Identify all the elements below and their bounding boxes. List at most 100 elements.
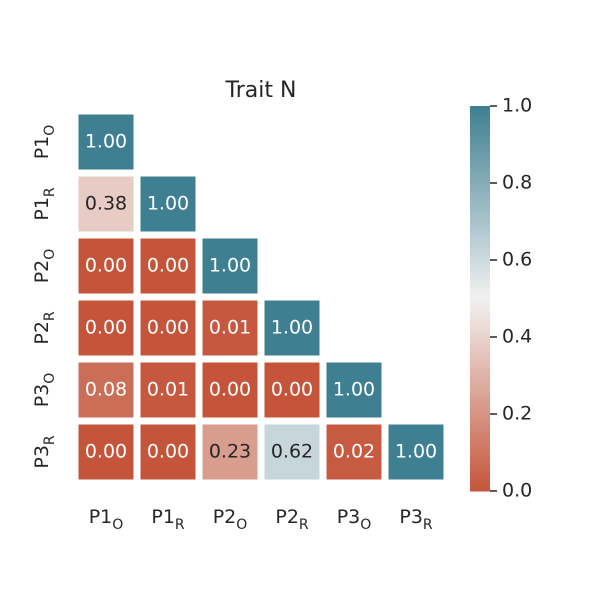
- colorbar-segment: [470, 487, 490, 492]
- x-tick-label: P1O: [89, 506, 124, 534]
- colorbar-segment: [470, 240, 490, 246]
- colorbar-segment: [470, 390, 490, 396]
- cell-label: 0.08: [85, 379, 127, 401]
- y-tick-label-main: P2: [31, 260, 53, 284]
- colorbar-segment: [470, 248, 490, 253]
- x-tick-label-sub: R: [423, 517, 433, 533]
- colorbar-tick-label: 0.0: [502, 480, 532, 502]
- x-tick-label: P2O: [213, 506, 248, 534]
- colorbar-segment: [470, 464, 490, 469]
- colorbar-segment: [470, 217, 490, 222]
- colorbar-segment: [470, 186, 490, 192]
- y-tick-label-sub: O: [42, 125, 58, 136]
- colorbar-segment: [470, 179, 490, 184]
- heatmap-cell: [326, 424, 382, 480]
- colorbar-segment: [470, 425, 490, 430]
- colorbar-segment: [470, 302, 490, 307]
- cell-label: 0.02: [333, 441, 375, 463]
- colorbar-segment: [470, 117, 490, 122]
- colorbar-segment: [470, 479, 490, 484]
- heatmap-cell: [78, 176, 134, 232]
- colorbar-segment: [470, 298, 490, 303]
- heatmap-cell: [140, 176, 196, 232]
- colorbar-segment: [470, 109, 490, 115]
- heatmap-cell: [78, 300, 134, 356]
- colorbar-tick-label: 0.8: [502, 172, 532, 194]
- colorbar-segment: [470, 144, 490, 149]
- colorbar-segment: [470, 444, 490, 450]
- colorbar-segment: [470, 152, 490, 157]
- colorbar-segment: [470, 360, 490, 365]
- colorbar-segment: [470, 337, 490, 342]
- colorbar-segment: [470, 371, 490, 376]
- colorbar-segment: [470, 417, 490, 423]
- colorbar-segment: [470, 275, 490, 280]
- colorbar-segment: [470, 279, 490, 284]
- y-tick-label-main: P3: [31, 445, 53, 469]
- x-tick-label-sub: O: [112, 517, 123, 533]
- colorbar-segment: [470, 202, 490, 207]
- heatmap-cell: [264, 300, 320, 356]
- y-tick-label-main: P3: [31, 384, 53, 408]
- colorbar-segment: [470, 229, 490, 234]
- colorbar-tick-label: 1.0: [502, 95, 532, 117]
- y-tick-label: P3R: [31, 435, 59, 469]
- colorbar-segment: [470, 121, 490, 126]
- x-tick-label-sub: R: [175, 517, 185, 533]
- x-tick-label-sub: O: [360, 517, 371, 533]
- cell-label: 0.01: [209, 317, 251, 339]
- colorbar-segment: [470, 233, 490, 238]
- colorbar-segment: [470, 344, 490, 350]
- colorbar-segment: [470, 379, 490, 384]
- heatmap-cell: [78, 424, 134, 480]
- colorbar-segment: [470, 452, 490, 457]
- colorbar-segment: [470, 333, 490, 338]
- colorbar-segment: [470, 325, 490, 330]
- colorbar-segment: [470, 406, 490, 411]
- colorbar-segment: [470, 156, 490, 161]
- cell-label: 0.00: [147, 317, 189, 339]
- cell-label: 0.00: [85, 317, 127, 339]
- cell-label: 0.38: [85, 193, 127, 215]
- colorbar-segment: [470, 225, 490, 230]
- cell-label: 0.00: [147, 255, 189, 277]
- heatmap-cell: [140, 238, 196, 294]
- colorbar-segment: [470, 456, 490, 461]
- colorbar-segment: [470, 410, 490, 415]
- colorbar-segment: [470, 136, 490, 142]
- colorbar-segment: [470, 429, 490, 434]
- colorbar-segment: [470, 206, 490, 211]
- heatmap-cell: [326, 362, 382, 418]
- y-tick-label-sub: R: [42, 435, 58, 445]
- chart-title: Trait N: [225, 78, 297, 103]
- colorbar-segment: [470, 194, 490, 199]
- cell-label: 0.00: [147, 441, 189, 463]
- x-tick-label: P3R: [399, 506, 433, 534]
- heatmap-cell: [202, 424, 258, 480]
- y-tick-label: P2O: [31, 249, 59, 284]
- heatmap-cell: [202, 362, 258, 418]
- colorbar-segment: [470, 244, 490, 249]
- heatmap-cell: [78, 114, 134, 170]
- colorbar-segment: [470, 363, 490, 369]
- heatmap-cell: [202, 238, 258, 294]
- colorbar-segment: [470, 260, 490, 265]
- heatmap-cell: [388, 424, 444, 480]
- colorbar-segment: [470, 190, 490, 196]
- colorbar-segment: [470, 256, 490, 261]
- y-tick-label: P2R: [31, 311, 59, 345]
- x-tick-label-main: P1: [89, 506, 113, 528]
- cell-label: 1.00: [209, 255, 251, 277]
- colorbar-segment: [470, 175, 490, 180]
- colorbar-segment: [470, 367, 490, 373]
- colorbar-segment: [470, 132, 490, 138]
- colorbar-segment: [470, 267, 490, 273]
- y-tick-label-sub: O: [42, 249, 58, 260]
- colorbar-segment: [470, 387, 490, 392]
- heatmap-cell: [264, 424, 320, 480]
- colorbar-tick-label: 0.6: [502, 249, 532, 271]
- cell-label: 0.01: [147, 379, 189, 401]
- colorbar-segment: [470, 375, 490, 380]
- colorbar-segment: [470, 394, 490, 400]
